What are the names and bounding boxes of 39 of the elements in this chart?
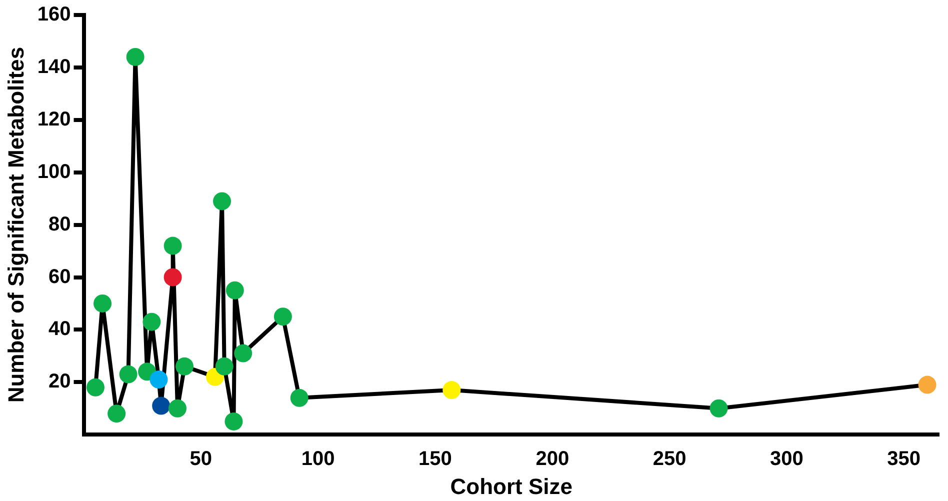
y-axis-title: Number of Significant Metabolites [3, 46, 28, 403]
point [108, 404, 126, 423]
y-tick-label: 80 [48, 213, 71, 236]
y-tick-label: 40 [48, 318, 71, 340]
point [150, 370, 168, 389]
point [168, 399, 186, 418]
point [164, 268, 182, 286]
point [213, 192, 232, 210]
y-tick-label: 60 [48, 266, 71, 288]
point [152, 396, 170, 415]
x-tick-label: 100 [301, 448, 335, 470]
x-tick-label: 50 [190, 448, 212, 470]
y-tick-label: 100 [37, 160, 71, 183]
point [119, 365, 138, 384]
point [176, 357, 194, 376]
x-axis-title: Cohort Size [450, 474, 572, 499]
y-tick-label: 20 [48, 370, 71, 393]
point [126, 48, 144, 66]
point [86, 378, 104, 396]
point [918, 376, 936, 394]
point [290, 388, 308, 407]
point [442, 381, 461, 400]
x-tick-label: 300 [770, 448, 804, 470]
point [164, 236, 182, 255]
y-tick-label: 140 [37, 56, 71, 78]
x-tick-label: 350 [887, 448, 921, 470]
x-tick-label: 200 [536, 448, 570, 470]
point [94, 294, 112, 312]
point [234, 344, 252, 362]
point [215, 357, 234, 376]
point [274, 308, 292, 326]
point [142, 312, 161, 331]
x-tick-label: 150 [418, 448, 452, 470]
point [710, 399, 728, 418]
y-tick-label: 160 [37, 4, 71, 26]
y-tick-label: 120 [37, 108, 71, 130]
point [226, 281, 244, 300]
point [224, 412, 243, 430]
x-tick-label: 250 [652, 448, 686, 470]
